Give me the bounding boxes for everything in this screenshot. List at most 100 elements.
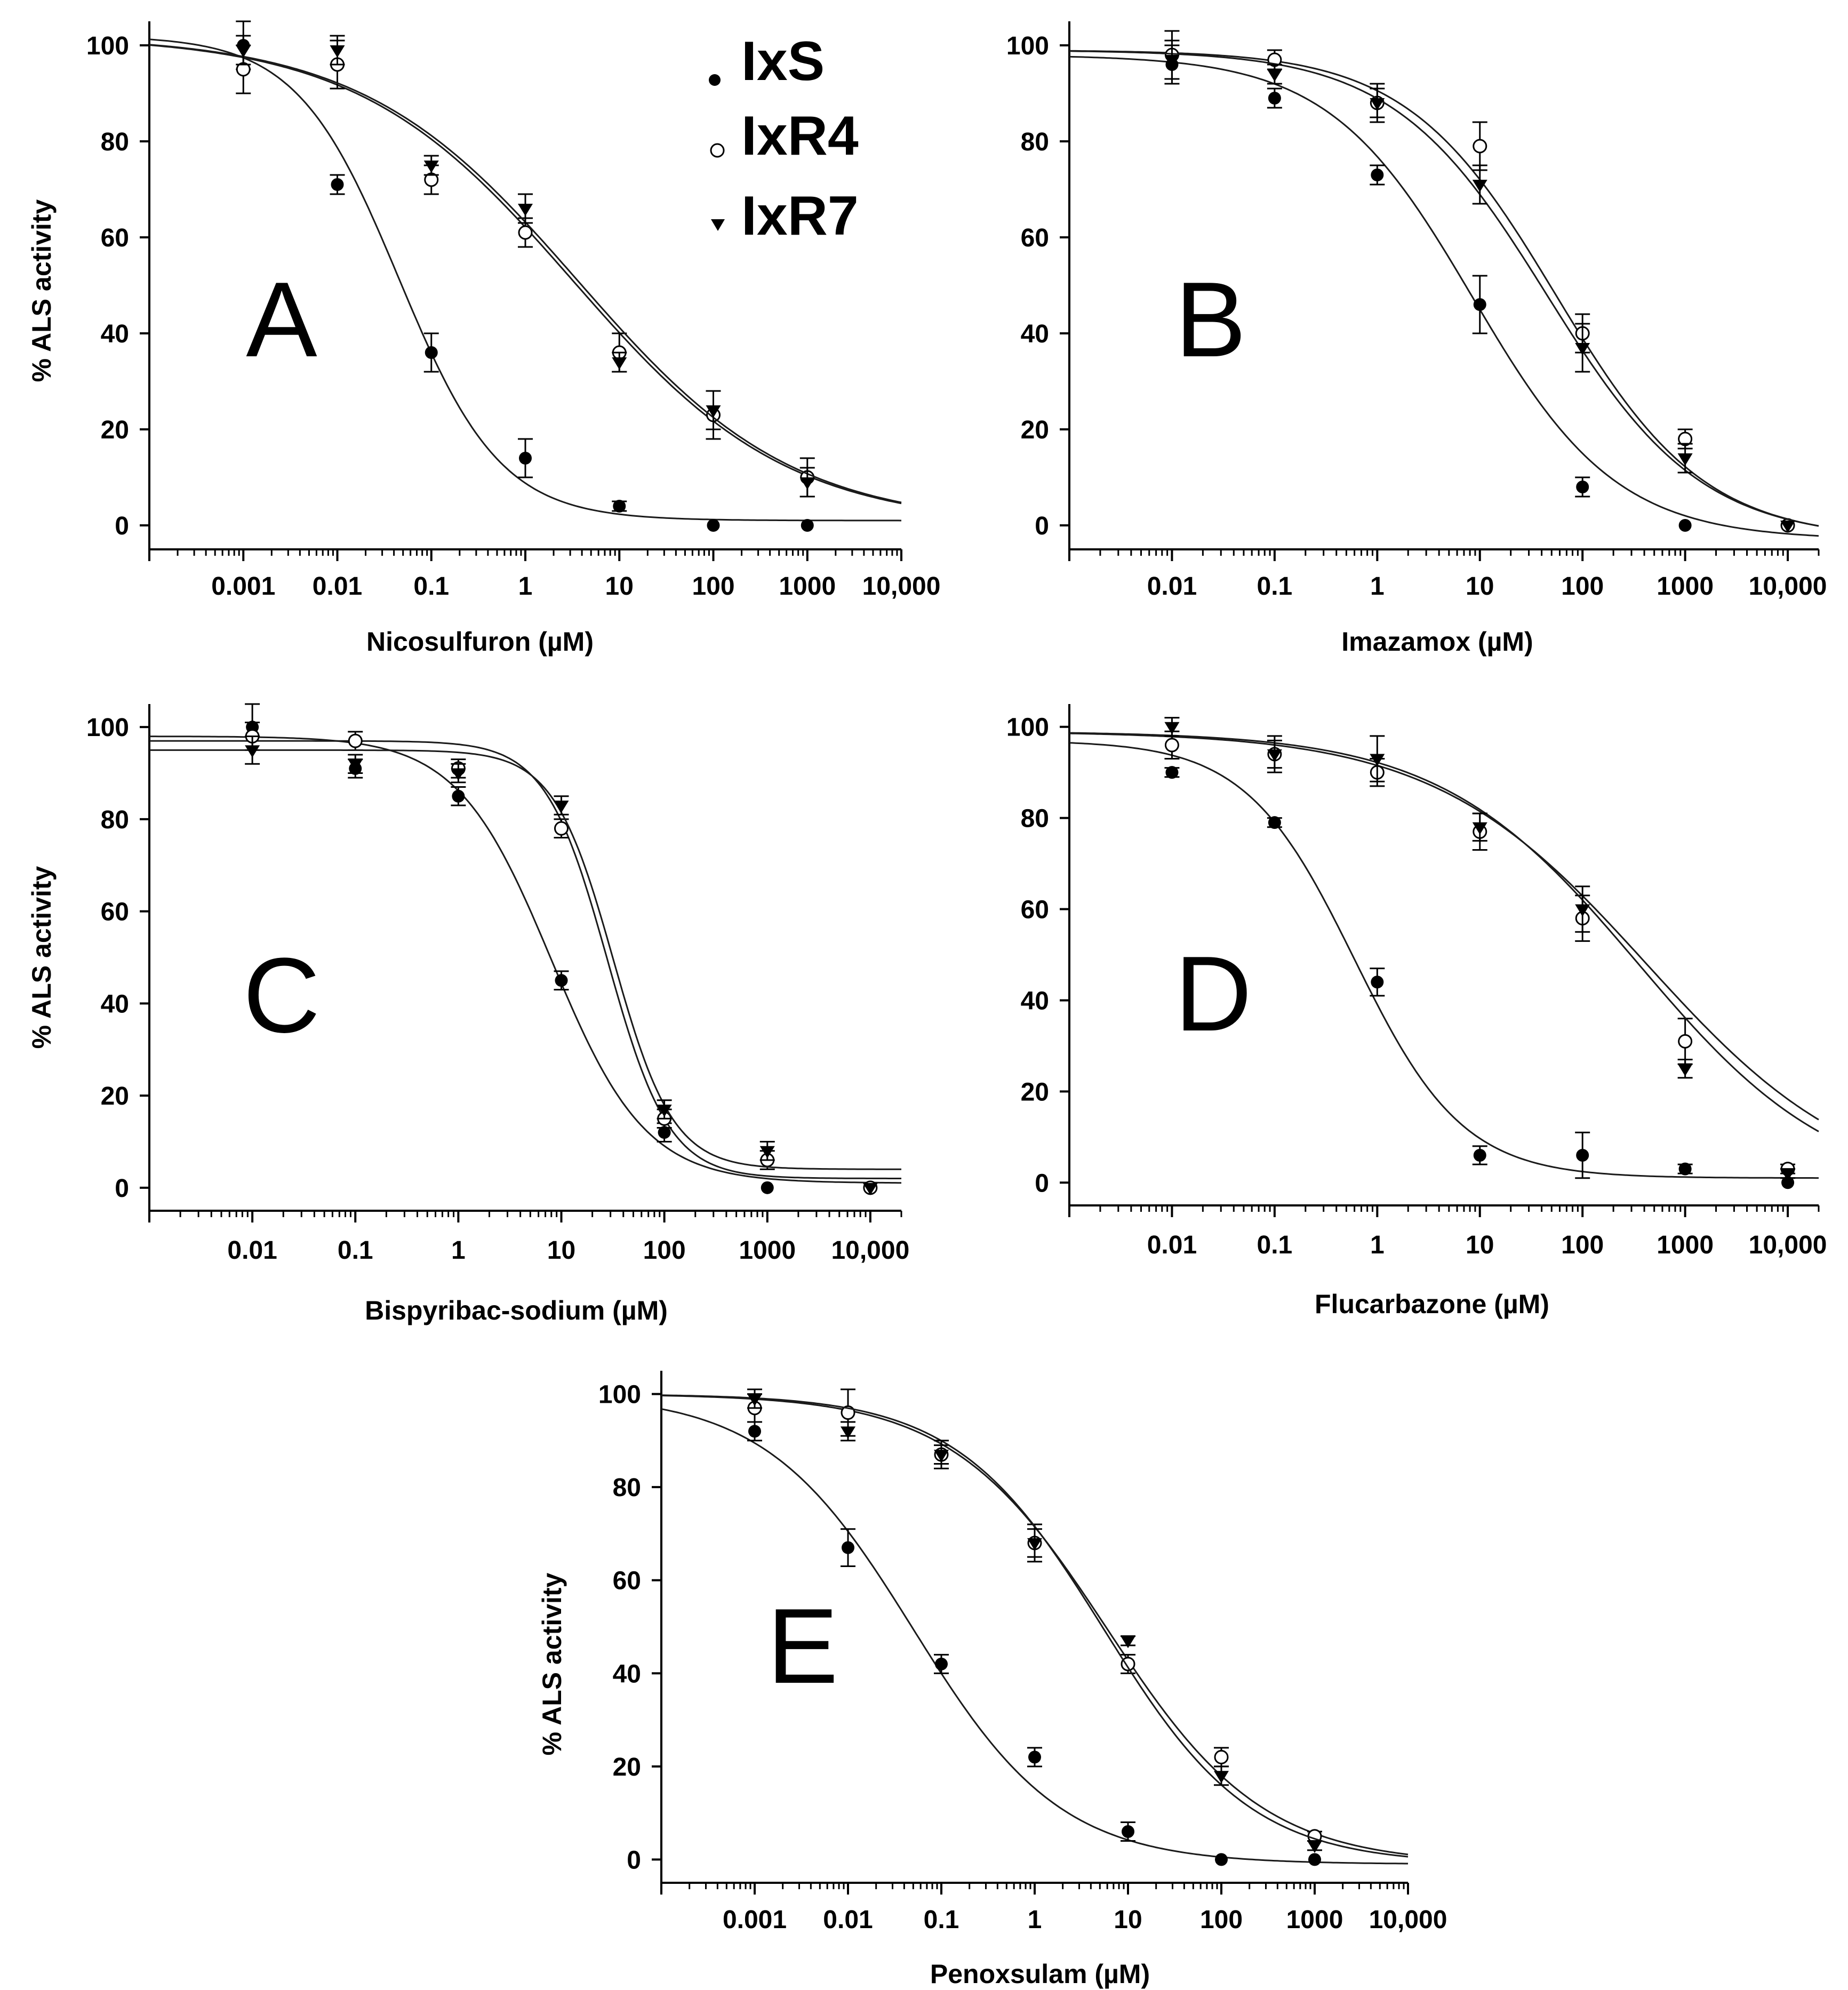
panel-a-ixr7-point (236, 45, 251, 58)
panel-d-y-tick-label: 0 (1035, 1169, 1049, 1197)
panel-e: Penoxsulam (µM) % ALS activity E 0 20 40 60… (537, 1371, 1447, 1989)
panel-d-x-tick-label: 100 (1561, 1231, 1604, 1259)
panel-a-letter: A (246, 260, 317, 379)
panel-c-ixr7-point (759, 1146, 775, 1158)
panel-c-y-tick-label: 40 (101, 990, 129, 1018)
panel-d-ixs-point (1371, 976, 1384, 989)
panel-a: Nicosulfuron (µM) % ALS activity A 0 20 40… (27, 20, 940, 657)
panel-b-ixs-point (1268, 92, 1281, 105)
panel-a-ixr7-point (423, 161, 439, 173)
panel-d-y-tick-label: 40 (1021, 987, 1049, 1015)
panel-e-ixs-point (1215, 1853, 1228, 1866)
panel-a-ixs-point (519, 452, 532, 465)
panel-e-ixr7-point (1307, 1841, 1322, 1853)
panel-a-ixr7-point (612, 357, 627, 370)
panel-e-x-tick-label: 10,000 (1369, 1906, 1447, 1934)
panel-d-ixs-point (1678, 1162, 1692, 1176)
panel-b-ixs-point (1576, 481, 1589, 493)
panel-e-ixs-point (748, 1425, 761, 1438)
panel-d-y-tick-label: 100 (1006, 714, 1049, 742)
panel-b-x-axis-label: Imazamox (µM) (1341, 627, 1533, 657)
panel-a-ixs-point (707, 519, 720, 532)
panel-b-y-tick-label: 0 (1035, 512, 1049, 540)
panel-b-y-tick-label: 60 (1021, 224, 1049, 252)
panel-b-ixr7-point (1677, 453, 1693, 466)
panel-d-ixs-point (1781, 1176, 1795, 1189)
panel-c-x-tick-label: 10 (547, 1236, 575, 1265)
panel-b-ixr4-fit-curve (1069, 50, 1819, 527)
panel-a-ixs-point (331, 178, 344, 191)
panel-e-x-tick-label: 100 (1200, 1906, 1243, 1934)
panel-e-ixs-point (1028, 1751, 1041, 1764)
panel-d-x-tick-label: 0.01 (1147, 1231, 1197, 1259)
panel-b-ixr7-point (1472, 180, 1487, 192)
panel-a-ixs-point (801, 519, 814, 532)
panel-a-y-tick-label: 100 (86, 32, 129, 60)
panel-d-ixr7-point (1164, 722, 1180, 734)
panel-c-ixr7-point (348, 759, 363, 772)
panel-e-x-tick-label: 1 (1028, 1906, 1042, 1934)
panel-e-ixs-fit-curve (661, 1408, 1408, 1865)
panel-e-y-tick-label: 100 (598, 1381, 641, 1409)
panel-e-ixs-point (935, 1657, 948, 1671)
panel-e-y-tick-label: 0 (627, 1846, 641, 1874)
panel-e-y-axis-label: % ALS activity (537, 1572, 567, 1755)
panel-d-letter: D (1175, 934, 1252, 1053)
panel-e-ixr7-point (841, 1426, 855, 1439)
panel-d-ixr4-point (1164, 738, 1179, 753)
panel-b-x-tick-label: 100 (1561, 572, 1604, 601)
panel-d-ixs-point (1576, 1149, 1589, 1162)
panel-a-ixr7-point (706, 405, 721, 418)
panel-b-ixs-point (1473, 298, 1486, 311)
panel-e-ixs-point (842, 1541, 854, 1554)
panel-d-ixr4-point (1678, 1034, 1693, 1049)
panel-d-x-tick-label: 1 (1370, 1231, 1385, 1259)
panel-e-ixr7-point (934, 1450, 949, 1462)
panel-c-y-tick-label: 60 (101, 898, 129, 926)
panel-d-y-tick-label: 60 (1021, 896, 1049, 924)
legend-ixs-marker (709, 74, 721, 86)
panel-b-x-tick-label: 10,000 (1749, 572, 1827, 601)
panel-c-ixs-point (658, 1126, 671, 1139)
panel-e-y-tick-label: 80 (613, 1474, 641, 1502)
panel-b-x-tick-label: 1 (1370, 572, 1385, 601)
panel-e-x-axis-label: Penoxsulam (µM) (930, 1959, 1150, 1989)
panel-d-ixs-point (1165, 766, 1179, 779)
panel-c-x-tick-label: 100 (643, 1236, 686, 1265)
panel-d: Flucarbazone (µM) D 0 20 40 60 80 100 0.01 0.1 1… (1006, 704, 1827, 1319)
panel-c-x-tick-label: 10,000 (831, 1236, 909, 1265)
panel-a-x-tick-label: 1 (518, 572, 533, 601)
panel-b-x-tick-label: 0.1 (1257, 572, 1293, 601)
panel-e-ixr4-point (1214, 1749, 1229, 1764)
panel-b-ixr7-point (1164, 55, 1180, 67)
panel-a-x-tick-label: 0.001 (211, 572, 275, 601)
panel-b-y-tick-label: 100 (1006, 32, 1049, 60)
panel-a-x-tick-label: 1000 (779, 572, 836, 601)
panel-a-y-tick-label: 40 (101, 320, 129, 348)
panel-a-ixr7-point (330, 45, 345, 58)
panel-a-ixs-point (425, 346, 438, 359)
panel-a-x-tick-label: 0.1 (413, 572, 449, 601)
panel-b-ixs-fit-curve (1069, 55, 1819, 537)
panel-e-ixr4-point (1121, 1657, 1135, 1672)
legend-ixr7-marker (711, 219, 725, 231)
panel-a-ixr7-point (799, 477, 815, 490)
panel-c-ixr7-point (657, 1105, 672, 1117)
panel-a-x-tick-label: 100 (692, 572, 734, 601)
panel-d-ixs-fit-curve (1069, 742, 1819, 1179)
panel-e-x-tick-label: 0.001 (723, 1906, 787, 1934)
panel-b-x-tick-label: 10 (1466, 572, 1494, 601)
panel-c-y-tick-label: 80 (101, 806, 129, 834)
panel-b-ixr7-fit-curve (1069, 50, 1819, 527)
panel-b: Imazamox (µM) B 0 20 40 60 80 100 0.01 0.1 1 10 10… (1006, 21, 1827, 657)
panel-c-y-axis-label: % ALS activity (27, 866, 57, 1049)
panel-b-ixr4-point (1473, 139, 1487, 154)
panel-c-ixs-point (761, 1181, 774, 1194)
panel-a-x-tick-label: 10 (605, 572, 634, 601)
panel-e-x-tick-label: 1000 (1286, 1906, 1343, 1934)
panel-d-x-tick-label: 1000 (1657, 1231, 1714, 1259)
panel-b-y-tick-label: 20 (1021, 416, 1049, 444)
panel-c-x-tick-label: 0.01 (227, 1236, 277, 1265)
panel-d-ixr7-point (1780, 1169, 1796, 1181)
